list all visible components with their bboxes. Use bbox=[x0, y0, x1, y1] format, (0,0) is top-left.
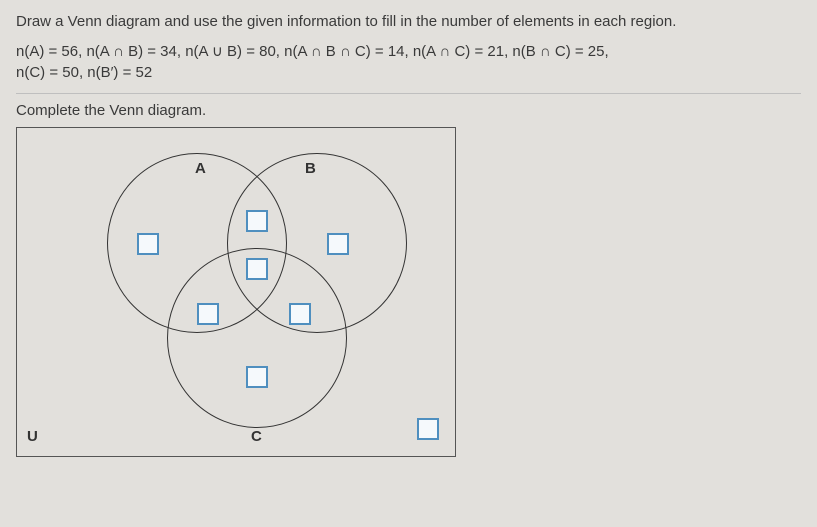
label-c: C bbox=[251, 428, 262, 445]
input-region-abc[interactable] bbox=[246, 258, 268, 280]
label-u: U bbox=[27, 428, 38, 445]
venn-diagram: A B C U bbox=[16, 127, 456, 457]
label-b: B bbox=[305, 160, 316, 177]
input-region-bc-only[interactable] bbox=[289, 303, 311, 325]
given-info: n(A) = 56, n(A ∩ B) = 34, n(A ∪ B) = 80,… bbox=[16, 42, 801, 83]
given-line-2: n(C) = 50, n(B′) = 52 bbox=[16, 63, 801, 83]
problem-instructions: Draw a Venn diagram and use the given in… bbox=[16, 12, 801, 32]
input-region-c-only[interactable] bbox=[246, 366, 268, 388]
input-region-b-only[interactable] bbox=[327, 233, 349, 255]
given-line-1: n(A) = 56, n(A ∩ B) = 34, n(A ∪ B) = 80,… bbox=[16, 42, 801, 62]
input-region-a-only[interactable] bbox=[137, 233, 159, 255]
divider bbox=[16, 93, 801, 94]
input-region-ac-only[interactable] bbox=[197, 303, 219, 325]
complete-prompt: Complete the Venn diagram. bbox=[16, 102, 801, 119]
input-region-outside[interactable] bbox=[417, 418, 439, 440]
input-region-ab-only[interactable] bbox=[246, 210, 268, 232]
label-a: A bbox=[195, 160, 206, 177]
